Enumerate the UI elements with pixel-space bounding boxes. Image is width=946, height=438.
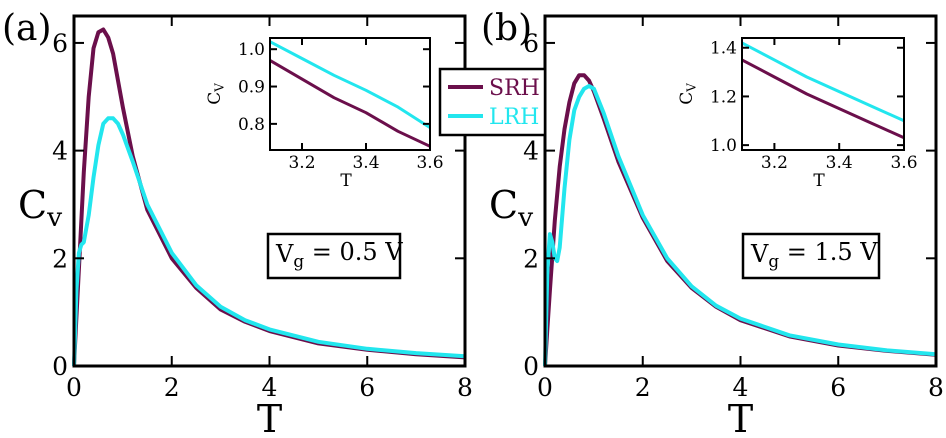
annotation-box — [266, 232, 402, 280]
legend: SRH LRH — [438, 67, 547, 137]
y-tick-label: 0 — [523, 352, 539, 381]
legend-box — [438, 67, 547, 137]
panel-label: (b) — [481, 8, 532, 49]
inset-x-tick-label: 3.2 — [288, 153, 315, 173]
inset-series-lrh-line — [741, 41, 905, 123]
inset-x-tick-label: 3.4 — [352, 153, 379, 173]
series-lrh-line — [72, 116, 466, 367]
x-tick-label: 2 — [635, 373, 651, 402]
y-tick-label: 0 — [52, 352, 68, 381]
inset-x-tick-label: 3.4 — [826, 153, 853, 173]
inset-x-tick-label: 3.2 — [761, 153, 788, 173]
inset-series-srh-line — [741, 58, 905, 140]
inset-plot-frame — [269, 37, 431, 151]
x-tick-label: 0 — [66, 373, 82, 402]
inset-plot-frame — [741, 37, 905, 151]
legend-label-lrh: LRH — [489, 105, 539, 130]
inset-y-axis-label: CV — [205, 83, 227, 105]
y-tick-label: 2 — [523, 244, 539, 273]
annotation-text: Vg = 1.5 V — [750, 238, 878, 271]
inset-series-lrh-line — [269, 40, 431, 129]
inset-y-tick-label: 1.0 — [710, 136, 737, 156]
y-tick-label: 4 — [523, 137, 539, 166]
panel-a: (a) 0 2 4 6 8 0 2 4 6 T Cv Vg = 0.5 V 3.2 3.4 3.6 0.8 0.9… — [2, 8, 473, 438]
x-tick-label: 6 — [359, 373, 375, 402]
inset-x-axis-label: T — [340, 171, 352, 191]
panel-b: (b) 0 2 4 6 8 0 2 4 6 T Cv Vg = 1.5 V 3.2 3.4 3.6 1.0 1.2… — [481, 8, 944, 438]
y-tick-label: 6 — [52, 29, 68, 58]
x-tick-label: 4 — [262, 373, 278, 402]
y-axis-label: Cv — [18, 183, 62, 233]
inset-y-tick-label: 0.8 — [238, 115, 265, 135]
inset-y-tick-label: 1.2 — [710, 87, 737, 107]
legend-label-srh: SRH — [489, 76, 540, 101]
x-tick-label: 6 — [830, 373, 846, 402]
x-axis-label: T — [728, 397, 753, 438]
y-tick-label: 4 — [52, 137, 68, 166]
y-tick-label: 6 — [523, 29, 539, 58]
inset-y-axis-label: CV — [677, 83, 699, 105]
annotation-text: Vg = 0.5 V — [275, 238, 403, 271]
panel-label: (a) — [2, 8, 52, 49]
inset-x-tick-label: 3.6 — [890, 153, 917, 173]
y-axis-label: Cv — [489, 183, 533, 233]
inset-x-tick-label: 3.6 — [416, 153, 443, 173]
inset-y-tick-label: 1.4 — [710, 39, 737, 59]
inset-y-tick-label: 0.9 — [238, 78, 265, 98]
inset-series-srh-line — [269, 59, 431, 148]
x-axis-label: T — [257, 397, 282, 438]
annotation-box — [741, 232, 881, 280]
x-tick-label: 8 — [928, 373, 944, 402]
inset-x-axis-label: T — [813, 171, 825, 191]
x-tick-label: 8 — [457, 373, 473, 402]
x-tick-label: 4 — [733, 373, 749, 402]
x-tick-label: 0 — [537, 373, 553, 402]
inset-y-tick-label: 1.0 — [238, 40, 265, 60]
x-tick-label: 2 — [164, 373, 180, 402]
y-tick-label: 2 — [52, 244, 68, 273]
